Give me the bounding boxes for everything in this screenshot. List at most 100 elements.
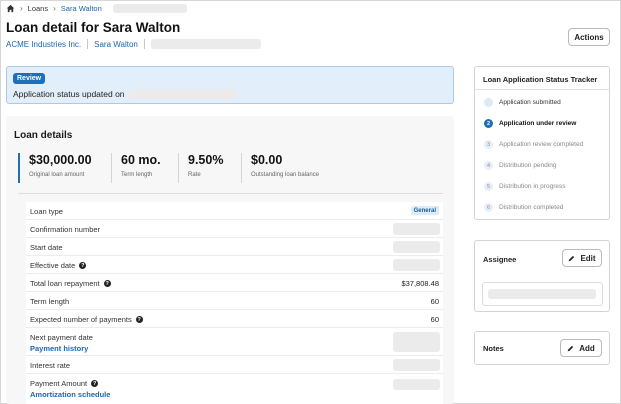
row-label: Next payment date [30,333,93,342]
loan-type-tag: General [410,206,439,215]
actions-button[interactable]: Actions [568,28,610,46]
redacted-field [393,359,440,371]
help-icon[interactable]: ? [79,262,87,269]
row-effective-date: Effective date ? [26,256,443,274]
row-label: Payment Amount ? [30,379,99,388]
breadcrumb: › Loans › Sara Walton [6,2,187,14]
row-label: Interest rate [30,361,71,370]
stat-value: $0.00 [251,153,283,167]
row-expected-payments: Expected number of payments ? 60 [26,310,443,328]
row-value: 60 [430,315,439,324]
row-label: Start date [30,243,63,252]
help-icon[interactable]: ? [91,380,99,387]
stat-label: Term length [121,172,153,178]
row-label-text: Effective date [30,261,76,270]
step-number: 6 [484,203,493,212]
loan-stats: $30,000.00 Original loan amount 60 mo. T… [18,153,341,183]
row-start-date: Start date [26,238,443,256]
payment-history-link[interactable]: Payment history [30,344,89,353]
redacted-field [393,379,440,390]
borrower-link[interactable]: Sara Walton [94,39,138,49]
edit-label: Edit [580,253,596,263]
add-note-button[interactable]: Add [560,339,602,357]
status-tracker-panel: Loan Application Status Tracker Applicat… [474,66,610,220]
redacted-field [112,3,187,13]
help-icon[interactable]: ? [103,280,111,287]
tracker-title: Loan Application Status Tracker [483,75,598,84]
step-label: Distribution completed [499,204,564,211]
stat-value: $30,000.00 [29,153,92,167]
redacted-field [393,223,440,235]
step-number: 4 [484,161,493,170]
stat-term-length: 60 mo. Term length [111,153,178,183]
help-icon[interactable]: ? [135,316,143,323]
breadcrumb-loans[interactable]: Loans [27,3,49,13]
tracker-step-2: 2 Application under review [484,119,576,128]
divider [87,39,89,49]
divider [143,39,145,49]
breadcrumb-separator: › [53,3,56,13]
step-label: Application under review [499,120,577,127]
redacted-field [128,89,237,99]
row-next-payment-date: Next payment date Payment history [26,328,443,356]
row-total-loan-repayment: Total loan repayment ? $37,808.48 [26,274,443,292]
divider [475,89,609,90]
stat-label: Outstanding loan balance [251,172,320,178]
row-loan-type: Loan type General [26,202,443,220]
edit-assignee-button[interactable]: Edit [562,249,602,267]
loan-details-card: Loan details $30,000.00 Original loan am… [6,116,454,404]
stat-value: 60 mo. [121,153,161,167]
row-label: Term length [30,297,70,306]
pencil-icon [569,255,575,261]
step-number: 5 [484,182,493,191]
pencil-icon [567,345,574,351]
redacted-field [393,259,440,271]
tracker-step-4: 4 Distribution pending [484,161,556,170]
assignee-title: Assignee [483,255,517,264]
home-icon[interactable] [6,4,15,13]
step-number [484,98,493,107]
status-message: Application status updated on [13,89,237,99]
tracker-step-6: 6 Distribution completed [484,203,563,212]
row-label-text: Expected number of payments [30,315,132,324]
stat-label: Rate [188,172,201,178]
status-badge: Review [13,73,46,84]
page-subtitle: ACME Industries Inc. Sara Walton [6,39,261,49]
row-value: $37,808.48 [401,279,439,288]
tracker-step-5: 5 Distribution in progress [484,182,565,191]
assignee-panel: Assignee Edit [474,240,610,312]
step-label: Distribution pending [499,162,557,169]
assignee-field[interactable] [482,282,603,306]
row-label-text: Total loan repayment [30,279,100,288]
row-label: Confirmation number [30,225,101,234]
amortization-schedule-link[interactable]: Amortization schedule [30,390,111,399]
redacted-field [488,289,596,299]
row-term-length: Term length 60 [26,292,443,310]
step-number: 3 [484,140,493,149]
tracker-step-3: 3 Application review completed [484,140,583,149]
stat-outstanding-balance: $0.00 Outstanding loan balance [241,153,341,183]
row-label: Expected number of payments ? [30,315,143,324]
stat-original-amount: $30,000.00 Original loan amount [18,153,111,183]
row-label-text: Payment Amount [30,379,88,388]
notes-panel: Notes Add [474,331,610,365]
loan-details-heading: Loan details [14,130,73,141]
row-value: 60 [430,297,439,306]
notes-title: Notes [483,344,504,353]
loan-details-table: Loan type General Confirmation number St… [26,202,443,404]
stat-rate: 9.50% Rate [178,153,241,183]
company-link[interactable]: ACME Industries Inc. [6,39,82,49]
row-label: Loan type [30,207,63,216]
row-label: Effective date ? [30,261,87,270]
redacted-field [150,39,261,49]
status-banner: Review Application status updated on [6,66,454,104]
add-label: Add [579,343,595,353]
breadcrumb-borrower[interactable]: Sara Walton [60,3,102,13]
stat-label: Original loan amount [29,172,85,178]
row-payment-amount: Payment Amount ? Amortization schedule [26,374,443,404]
status-message-text: Application status updated on [13,89,125,99]
step-label: Application submitted [499,99,561,106]
row-interest-rate: Interest rate [26,356,443,374]
step-number: 2 [484,119,493,128]
actions-label: Actions [574,32,604,42]
